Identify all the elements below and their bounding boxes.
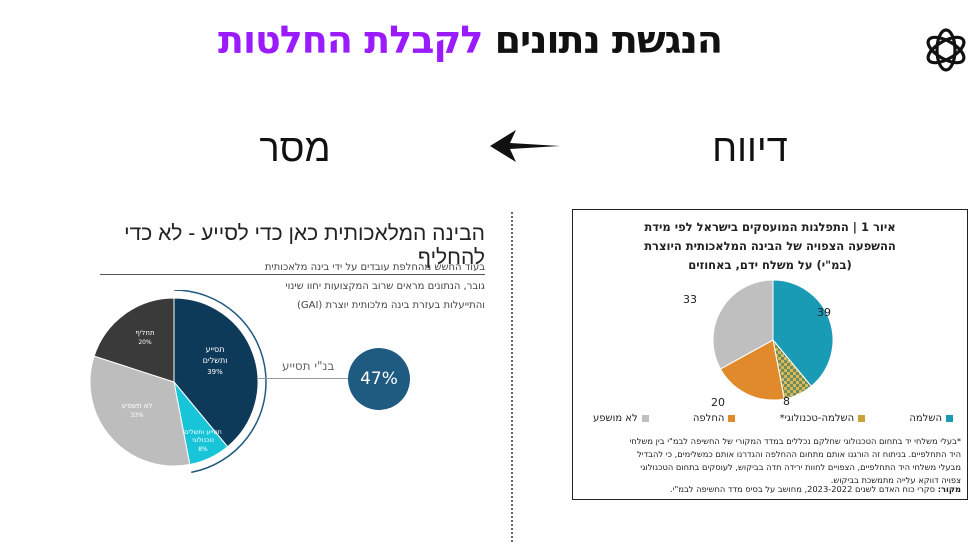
slice-label-assist: תסייע: [205, 345, 224, 354]
legend-label: השלמה-טכנולוגי*: [779, 413, 855, 424]
message-heading: מסר: [259, 128, 331, 170]
title-black-part: הנגשת נתונים: [494, 18, 723, 62]
source-text: סקרי כוח האדם לשנים 2023-2022, מחושב על …: [670, 484, 936, 494]
footnote-line: היד התחלפיים. בניתוח זה הורגנו אותם מתחו…: [637, 449, 961, 459]
legend-label: החלפה: [692, 413, 725, 424]
message-body-line: בעוד החשש מהחלפת עובדים על ידי בינה מלאכ…: [264, 262, 485, 273]
message-body-line: והתייעלות בעזרת בינה מלכותית יוצרת (GAI): [296, 300, 485, 311]
pie-slice: [772, 279, 834, 387]
legend-label: השלמה: [909, 413, 942, 424]
data-label-8: 8: [783, 395, 790, 408]
legend-swatch: [858, 415, 866, 422]
message-body: בעוד החשש מהחלפת עובדים על ידי בינה מלאכ…: [180, 258, 485, 315]
slice-label-none: לא תשפיע: [122, 402, 153, 410]
report-pie-chart: [712, 279, 834, 401]
pie-slice: [89, 355, 191, 467]
assist-percent-circle: 47%: [348, 348, 410, 410]
legend-swatch: [946, 415, 953, 422]
footnote-line: *בעלי משלחי יד בתחום הטכנולוגי שחלקם נכל…: [629, 436, 962, 446]
slice-pct-assist: 39%: [207, 368, 223, 376]
legend-item: לא מושפע: [593, 413, 649, 424]
data-label-39: 39: [817, 306, 831, 319]
report-source: מקור: סקרי כוח האדם לשנים 2023-2022, מחו…: [579, 484, 961, 494]
legend-item: השלמה-טכנולוגי*: [780, 413, 866, 424]
openai-knot-icon: [926, 28, 966, 72]
slice-pct-replace: 20%: [138, 339, 152, 346]
bracket-label: בנ"י תסייע: [282, 359, 335, 373]
legend-item: השלמה: [909, 413, 953, 424]
slice-label-tech: תסייע ותשלים: [184, 428, 222, 436]
slice-label-assist: ותשלים: [203, 356, 228, 365]
data-label-33: 33: [683, 293, 697, 306]
data-label-20: 20: [711, 396, 725, 409]
report-title-line: איור 1 | התפלגות המועסקים בישראל לפי מיד…: [644, 220, 896, 234]
report-legend: השלמה השלמה-טכנולוגי* החלפה לא מושפע: [593, 413, 953, 424]
legend-label: לא מושפע: [593, 413, 638, 424]
page-title: הנגשת נתונים לקבלת החלטות: [60, 18, 880, 62]
slice-label-tech: טכנולוגי: [192, 436, 214, 444]
slice-pct-none: 33%: [130, 412, 144, 419]
pie-slice: [93, 297, 175, 383]
slice-pct-tech: 8%: [198, 446, 208, 453]
legend-swatch: [728, 415, 736, 422]
pie-slice: [173, 297, 259, 448]
report-heading: דיווח: [712, 128, 788, 170]
title-purple-part: לקבלת החלטות: [218, 18, 483, 62]
panel-divider: [511, 212, 513, 542]
legend-swatch: [641, 415, 649, 422]
legend-item: החלפה: [693, 413, 736, 424]
source-label: מקור:: [937, 484, 961, 494]
assist-bracket-arc: [173, 290, 267, 474]
report-title-line: (במ"י) על משלח ידם, באחוזים: [688, 258, 852, 272]
report-footnote: *בעלי משלחי יד בתחום הטכנולוגי שחלקם נכל…: [579, 435, 962, 487]
message-body-line: גובר, הנתונים מראים שרוב המקצועות יחוו ש…: [285, 281, 485, 292]
pie-slice: [712, 279, 774, 370]
report-figure-title: איור 1 | התפלגות המועסקים בישראל לפי מיד…: [581, 218, 959, 275]
footnote-line: צפויה דווקא עלייה מתמשכת בביקוש.: [830, 475, 961, 485]
bracket-connector-line: [258, 378, 348, 379]
report-title-line: ההשפעה הצפויה של הבינה המלאכותית היוצרת: [644, 239, 896, 253]
footnote-line: מבעלי משלחי היד התחלפיים, הצפויים לחוות …: [640, 462, 961, 472]
slice-label-replace: תחליף: [135, 329, 154, 337]
message-pie-chart: תסייע ותשלים 39% תסייע ותשלים טכנולוגי 8…: [89, 290, 267, 474]
message-title: הבינה המלאכותית כאן כדי לסייע - לא כדי ל…: [100, 222, 485, 275]
report-figure: איור 1 | התפלגות המועסקים בישראל לפי מיד…: [572, 209, 968, 500]
arrow-left-icon: [490, 130, 560, 162]
pie-slice: [719, 339, 785, 401]
